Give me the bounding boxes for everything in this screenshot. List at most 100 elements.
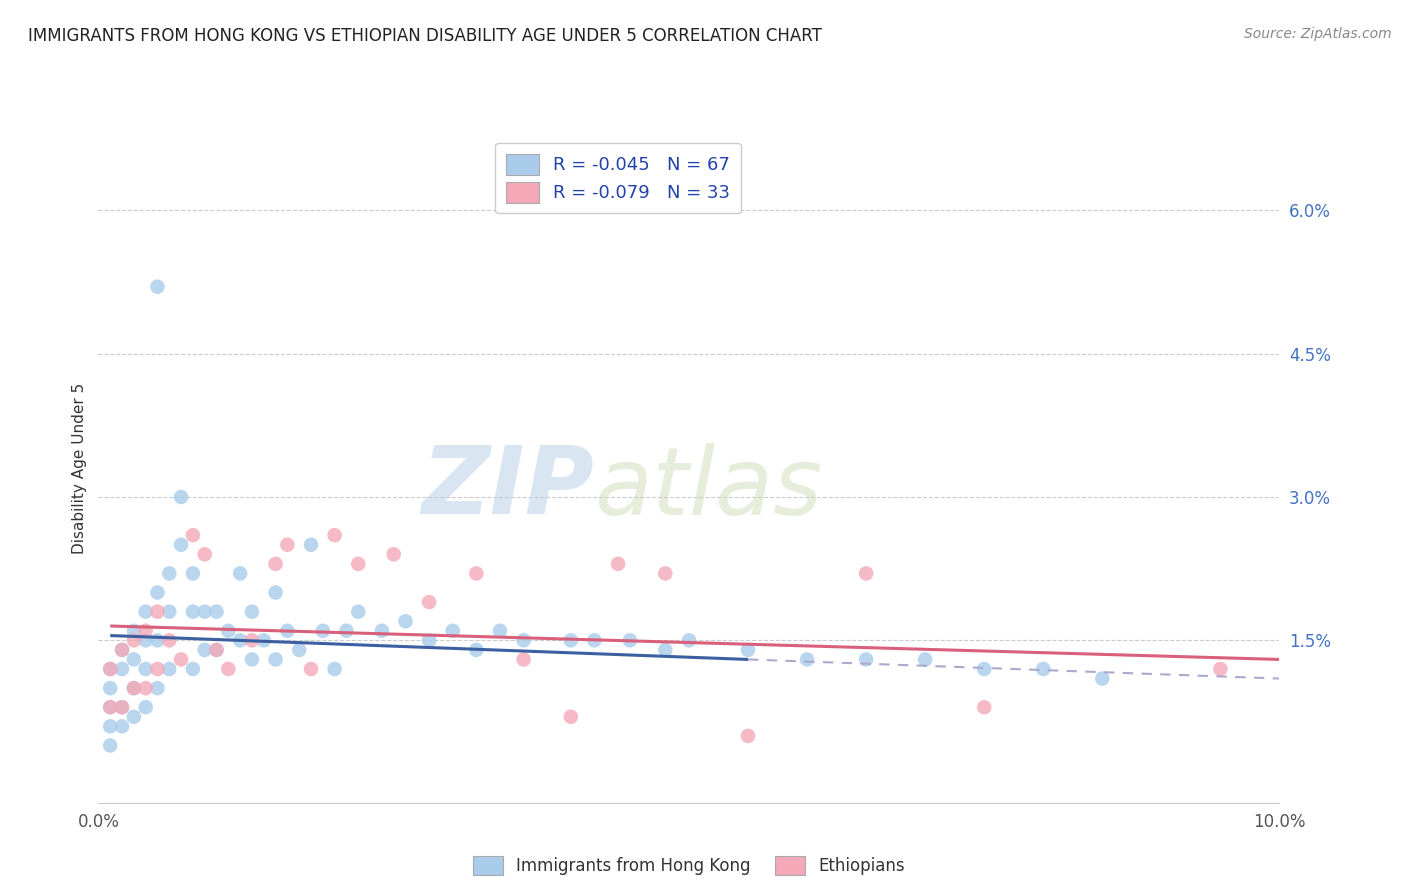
Point	[98, 662, 121, 676]
Point	[796, 652, 818, 666]
Point	[1091, 672, 1114, 686]
Point	[855, 566, 877, 581]
Point	[418, 633, 440, 648]
Point	[654, 566, 676, 581]
Point	[111, 643, 134, 657]
Point	[253, 633, 276, 648]
Point	[607, 557, 630, 571]
Point	[98, 719, 121, 733]
Point	[98, 700, 121, 714]
Point	[276, 538, 298, 552]
Point	[111, 700, 134, 714]
Point	[98, 662, 121, 676]
Text: atlas: atlas	[595, 442, 823, 534]
Point	[855, 652, 877, 666]
Point	[312, 624, 335, 638]
Point	[157, 605, 180, 619]
Point	[512, 633, 534, 648]
Point	[678, 633, 700, 648]
Point	[194, 547, 217, 561]
Point	[194, 605, 217, 619]
Point	[122, 681, 145, 695]
Point	[170, 538, 193, 552]
Point	[157, 662, 180, 676]
Point	[111, 643, 134, 657]
Point	[288, 643, 311, 657]
Point	[205, 605, 228, 619]
Point	[299, 538, 322, 552]
Point	[146, 662, 169, 676]
Point	[654, 643, 676, 657]
Text: IMMIGRANTS FROM HONG KONG VS ETHIOPIAN DISABILITY AGE UNDER 5 CORRELATION CHART: IMMIGRANTS FROM HONG KONG VS ETHIOPIAN D…	[28, 27, 823, 45]
Text: ZIP: ZIP	[422, 442, 595, 534]
Point	[264, 557, 287, 571]
Point	[146, 633, 169, 648]
Point	[170, 490, 193, 504]
Point	[146, 681, 169, 695]
Point	[111, 700, 134, 714]
Point	[122, 710, 145, 724]
Text: Source: ZipAtlas.com: Source: ZipAtlas.com	[1244, 27, 1392, 41]
Point	[122, 624, 145, 638]
Point	[323, 528, 346, 542]
Point	[240, 605, 263, 619]
Point	[205, 643, 228, 657]
Point	[973, 700, 995, 714]
Point	[737, 729, 759, 743]
Point	[323, 662, 346, 676]
Point	[229, 566, 252, 581]
Point	[264, 585, 287, 599]
Y-axis label: Disability Age Under 5: Disability Age Under 5	[72, 383, 87, 554]
Point	[111, 662, 134, 676]
Point	[217, 624, 239, 638]
Point	[335, 624, 357, 638]
Point	[276, 624, 298, 638]
Point	[441, 624, 464, 638]
Point	[217, 662, 239, 676]
Point	[1209, 662, 1232, 676]
Point	[394, 614, 416, 628]
Point	[240, 652, 263, 666]
Point	[465, 566, 488, 581]
Legend: Immigrants from Hong Kong, Ethiopians: Immigrants from Hong Kong, Ethiopians	[465, 849, 912, 881]
Point	[181, 662, 204, 676]
Point	[560, 633, 582, 648]
Point	[560, 710, 582, 724]
Point	[135, 605, 157, 619]
Point	[122, 633, 145, 648]
Point	[157, 566, 180, 581]
Point	[371, 624, 394, 638]
Point	[98, 700, 121, 714]
Point	[489, 624, 512, 638]
Point	[98, 739, 121, 753]
Point	[229, 633, 252, 648]
Point	[157, 633, 180, 648]
Point	[135, 700, 157, 714]
Point	[181, 605, 204, 619]
Point	[347, 605, 370, 619]
Point	[98, 681, 121, 695]
Point	[264, 652, 287, 666]
Point	[146, 605, 169, 619]
Point	[512, 652, 534, 666]
Point	[465, 643, 488, 657]
Point	[181, 528, 204, 542]
Point	[737, 643, 759, 657]
Point	[382, 547, 405, 561]
Point	[146, 279, 169, 293]
Point	[299, 662, 322, 676]
Point	[973, 662, 995, 676]
Point	[347, 557, 370, 571]
Point	[170, 652, 193, 666]
Point	[135, 633, 157, 648]
Point	[181, 566, 204, 581]
Point	[914, 652, 936, 666]
Point	[135, 681, 157, 695]
Point	[1032, 662, 1054, 676]
Point	[111, 719, 134, 733]
Point	[205, 643, 228, 657]
Point	[135, 624, 157, 638]
Point	[122, 652, 145, 666]
Point	[418, 595, 440, 609]
Point	[583, 633, 606, 648]
